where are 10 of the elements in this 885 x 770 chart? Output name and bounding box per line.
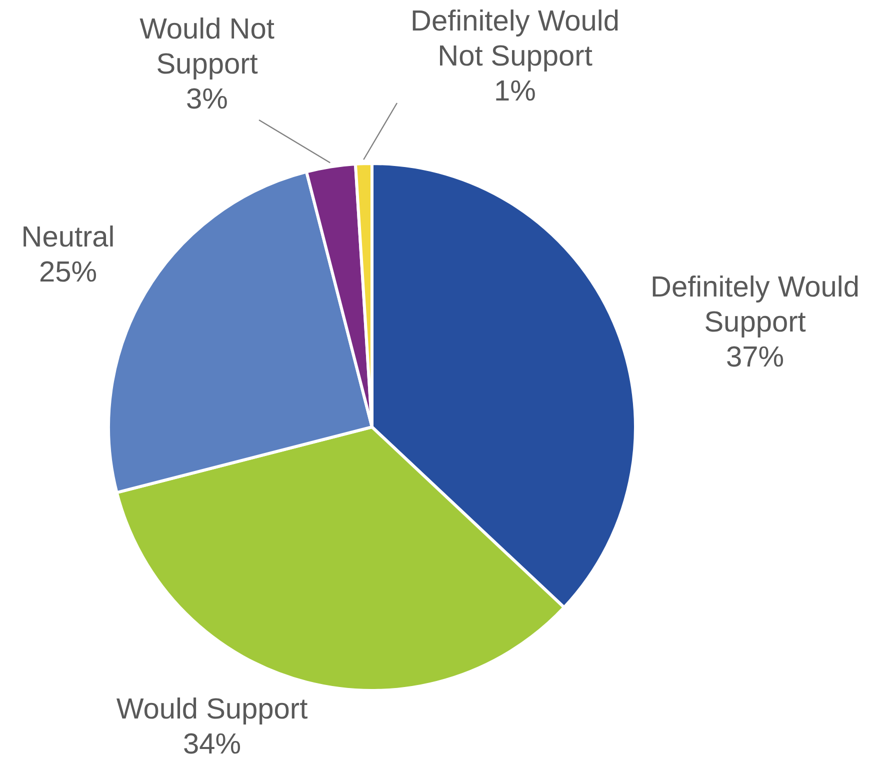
slice-label: Definitely Would Support [650, 272, 860, 338]
slice-label: Would Not Support [140, 14, 274, 80]
data-label: 1% [494, 76, 536, 108]
data-label: 37% [726, 342, 784, 374]
slice-label: Definitely Would Not Support [410, 6, 620, 72]
slice-label: Neutral [21, 222, 115, 254]
slice-label: Would Support [116, 694, 308, 726]
data-label: 3% [186, 84, 228, 116]
data-label: 25% [38, 256, 98, 288]
data-label: 34% [182, 728, 242, 760]
